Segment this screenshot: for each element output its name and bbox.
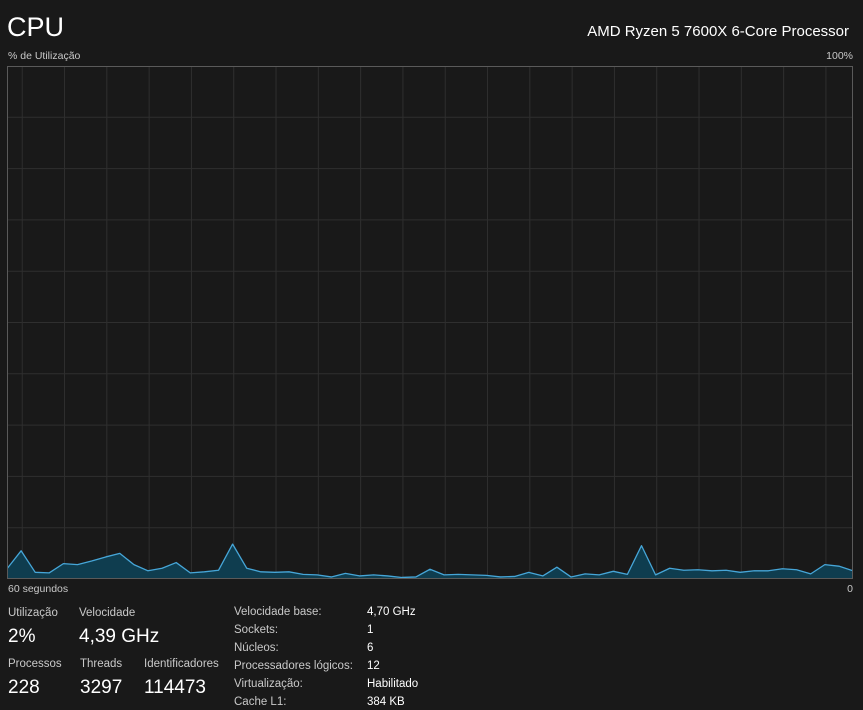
info-value: 6 bbox=[367, 642, 374, 654]
info-row-logical-processors: Processadores lógicos: 12 bbox=[234, 658, 534, 675]
speed-value: 4,39 GHz bbox=[79, 626, 160, 647]
info-value: Habilitado bbox=[367, 678, 419, 690]
info-key: Virtualização: bbox=[234, 678, 303, 690]
info-value: 4,70 GHz bbox=[367, 606, 416, 618]
graph-y-max-label: 100% bbox=[826, 50, 853, 62]
info-key: Cache L1: bbox=[234, 696, 287, 708]
utilization-label: Utilização bbox=[8, 607, 58, 619]
info-row-sockets: Sockets: 1 bbox=[234, 622, 534, 639]
cpu-usage-area bbox=[7, 544, 853, 579]
utilization-value: 2% bbox=[8, 626, 36, 647]
info-key: Processadores lógicos: bbox=[234, 660, 353, 672]
graph-time-span-label: 60 segundos bbox=[8, 583, 69, 595]
cpu-usage-line bbox=[7, 543, 853, 579]
speed-label: Velocidade bbox=[79, 607, 136, 619]
info-key: Velocidade base: bbox=[234, 606, 322, 618]
page-title: CPU bbox=[7, 12, 65, 42]
processes-label: Processos bbox=[8, 658, 62, 670]
cpu-utilization-chart bbox=[7, 66, 853, 579]
threads-value: 3297 bbox=[80, 677, 123, 698]
info-value: 384 KB bbox=[367, 696, 405, 708]
info-key: Sockets: bbox=[234, 624, 279, 636]
info-value: 12 bbox=[367, 660, 380, 672]
cpu-utilization-graph bbox=[7, 66, 853, 579]
info-row-cores: Núcleos: 6 bbox=[234, 640, 534, 657]
info-key: Núcleos: bbox=[234, 642, 279, 654]
graph-border bbox=[7, 66, 853, 579]
processor-model: AMD Ryzen 5 7600X 6-Core Processor bbox=[587, 23, 849, 40]
info-row-l1-cache: Cache L1: 384 KB bbox=[234, 694, 534, 710]
graph-y-axis-label: % de Utilização bbox=[8, 50, 81, 62]
processes-value: 228 bbox=[8, 677, 40, 698]
info-row-virtualization: Virtualização: Habilitado bbox=[234, 676, 534, 693]
handles-value: 114473 bbox=[144, 677, 206, 698]
threads-label: Threads bbox=[80, 658, 123, 670]
handles-label: Identificadores bbox=[144, 658, 219, 670]
info-row-base-speed: Velocidade base: 4,70 GHz bbox=[234, 604, 534, 621]
info-value: 1 bbox=[367, 624, 374, 636]
graph-time-end-label: 0 bbox=[847, 583, 853, 595]
